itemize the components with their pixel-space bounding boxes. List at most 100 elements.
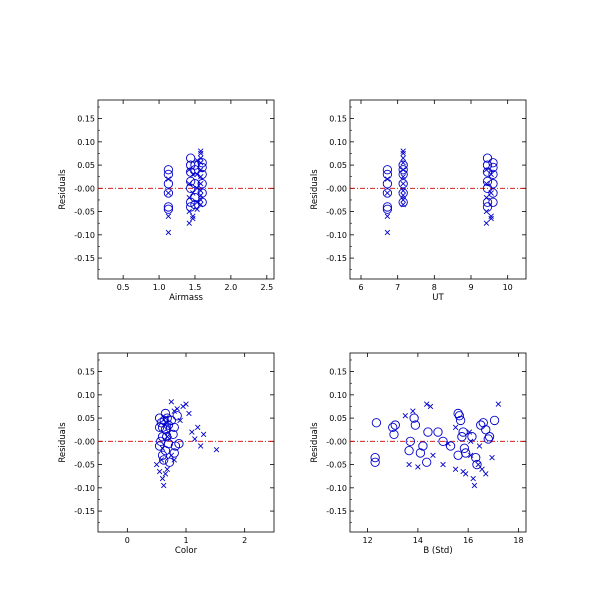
data-point-x (423, 401, 430, 407)
data-point-x (462, 471, 469, 477)
data-point-x (452, 424, 459, 431)
data-point-circle (410, 420, 421, 430)
data-point-x (475, 461, 481, 468)
data-point-x (198, 180, 204, 187)
data-point-circle (409, 413, 419, 423)
data-point-circle (488, 158, 498, 168)
x-tick-label: 1 (183, 536, 188, 545)
data-point-circle (382, 179, 393, 189)
data-point-x (402, 413, 409, 419)
y-tick-label: 0.10 (77, 391, 95, 400)
data-point-circle (483, 434, 493, 444)
data-point-x (400, 148, 406, 154)
data-point-circle (453, 450, 463, 460)
y-tick-label: 0.05 (77, 161, 95, 170)
data-point-x (198, 197, 204, 203)
data-point-circle (457, 432, 467, 442)
data-point-circle (382, 204, 393, 214)
data-point-circle (458, 427, 468, 437)
data-point-circle (389, 429, 399, 440)
data-point-circle (157, 450, 168, 460)
data-point-circle (482, 153, 493, 163)
data-point-circle (388, 422, 398, 433)
data-point-circle (482, 167, 493, 177)
y-tick-label: -0.15 (326, 507, 347, 516)
y-tick-label: 0.15 (329, 115, 347, 124)
data-point-circle (398, 165, 408, 175)
data-point-x (190, 190, 196, 196)
data-point-circle (489, 415, 500, 426)
data-point-circle (433, 427, 443, 437)
data-point-circle (488, 188, 498, 198)
data-point-circle (482, 197, 493, 207)
data-point-x (445, 440, 451, 447)
data-point-x (400, 201, 406, 208)
data-point-circle (382, 202, 393, 212)
y-tick-label: -0.00 (74, 184, 95, 193)
data-point-x (198, 192, 204, 199)
y-tick-label: 0.15 (77, 368, 95, 377)
y-tick-label: -0.10 (74, 231, 95, 240)
y-axis-label: Residuals (58, 422, 68, 463)
data-point-x (194, 199, 200, 206)
x-tick-label: 2.5 (260, 283, 273, 292)
data-point-x (440, 461, 446, 468)
data-point-x (159, 475, 166, 482)
y-tick-label: -0.10 (74, 484, 95, 493)
data-point-x (190, 171, 196, 178)
x-tick-label: 18 (513, 536, 523, 545)
data-point-circle (484, 432, 495, 442)
y-tick-label: -0.05 (74, 461, 95, 470)
data-point-x (400, 180, 406, 187)
data-point-circle (438, 436, 448, 446)
data-point-circle (169, 448, 179, 458)
data-point-x (194, 185, 200, 192)
x-tick-label: 1.0 (153, 283, 166, 292)
x-tick-label: 0 (125, 536, 130, 545)
data-point-x (488, 213, 494, 219)
y-axis-label: Residuals (310, 169, 320, 210)
data-point-x (186, 208, 192, 215)
data-point-circle (482, 176, 493, 187)
data-point-x (198, 173, 204, 180)
data-point-x (165, 190, 172, 196)
data-point-x (467, 438, 474, 445)
data-point-x (384, 213, 391, 219)
data-point-x (400, 167, 406, 173)
x-tick-label: 16 (463, 536, 473, 545)
data-point-circle (488, 169, 498, 180)
data-point-circle (482, 202, 493, 212)
data-point-x (400, 197, 406, 203)
data-point-x (165, 429, 172, 435)
data-point-x (194, 206, 200, 212)
x-tick-label: 7 (395, 283, 400, 292)
data-point-circle (172, 411, 182, 421)
y-tick-label: -0.00 (326, 184, 347, 193)
data-point-x (400, 187, 406, 194)
data-point-x (479, 466, 485, 472)
data-point-x (159, 445, 166, 452)
data-point-circle (454, 411, 465, 421)
x-axis-label: Color (175, 546, 198, 556)
data-point-x (400, 160, 406, 166)
data-point-circle (472, 459, 482, 470)
data-point-circle (476, 420, 486, 430)
y-tick-label: 0.15 (329, 368, 347, 377)
data-point-circle (422, 457, 432, 467)
data-point-x (471, 482, 478, 489)
data-point-circle (190, 179, 200, 189)
data-point-x (189, 429, 195, 435)
data-point-circle (190, 192, 200, 203)
data-point-circle (478, 418, 488, 428)
data-point-x (483, 471, 489, 477)
data-point-x (483, 194, 490, 201)
y-tick-label: 0.05 (329, 414, 347, 423)
data-point-circle (168, 429, 178, 440)
data-point-circle (156, 418, 167, 428)
x-tick-label: 0.5 (117, 283, 130, 292)
data-point-x (384, 176, 391, 182)
data-point-circle (190, 165, 200, 175)
x-axis-label: UT (432, 293, 444, 303)
y-tick-label: -0.05 (326, 208, 347, 217)
data-point-x (190, 215, 196, 222)
